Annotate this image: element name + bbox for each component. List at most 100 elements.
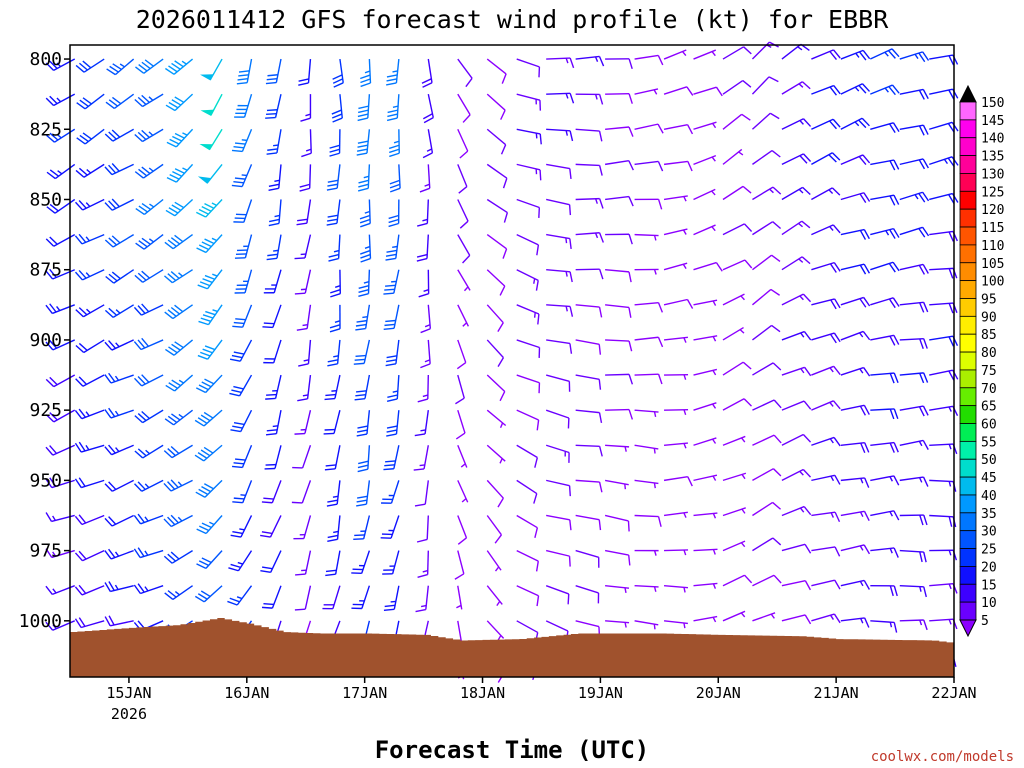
wind-barb xyxy=(899,476,929,487)
barb-full xyxy=(503,212,509,223)
wind-barb xyxy=(870,48,900,60)
wind-barb xyxy=(870,122,900,134)
barb-full xyxy=(78,584,87,594)
barb-half xyxy=(711,51,716,57)
terrain-layer xyxy=(70,618,954,677)
barb-half xyxy=(363,175,370,179)
barb-full xyxy=(686,299,694,309)
barb-full xyxy=(325,393,336,397)
wind-barb xyxy=(196,199,223,218)
wind-barb xyxy=(45,409,76,423)
barb-pennant xyxy=(199,144,214,151)
barb-full xyxy=(111,198,120,208)
barb-full xyxy=(893,372,899,384)
barb-half xyxy=(114,410,120,416)
barb-full xyxy=(233,146,244,149)
barb-half xyxy=(144,586,149,592)
barb-staff xyxy=(781,43,802,60)
barb-half xyxy=(889,621,893,628)
barb-staff xyxy=(781,330,805,341)
barb-full xyxy=(197,417,208,424)
barb-full xyxy=(163,450,173,459)
colorbar-swatch xyxy=(959,155,977,174)
barb-full xyxy=(49,412,58,421)
wind-barb xyxy=(231,129,253,153)
wind-barb xyxy=(929,583,958,594)
wind-barb xyxy=(516,409,540,431)
barb-half xyxy=(741,474,746,480)
barb-full xyxy=(386,117,398,122)
barb-full xyxy=(830,299,837,310)
barb-full xyxy=(266,112,277,116)
barb-full xyxy=(296,327,308,331)
wind-barb xyxy=(693,582,718,589)
barb-full xyxy=(834,546,841,557)
barb-full xyxy=(598,94,604,105)
barb-full xyxy=(536,419,540,431)
barb-staff xyxy=(693,86,717,95)
barb-full xyxy=(500,109,506,120)
barb-staff xyxy=(546,92,571,95)
barb-half xyxy=(52,515,56,521)
barb-full xyxy=(568,485,571,497)
wind-barb xyxy=(355,304,371,331)
wind-barb xyxy=(104,581,134,593)
barb-full xyxy=(539,169,542,181)
barb-full xyxy=(232,325,243,328)
barb-half xyxy=(854,121,860,127)
colorbar-label: 130 xyxy=(981,167,1004,182)
barb-full xyxy=(889,160,896,171)
wind-barb xyxy=(324,445,341,471)
barb-full xyxy=(238,74,249,77)
barb-half xyxy=(241,139,248,142)
barb-full xyxy=(332,78,343,84)
wind-barb xyxy=(811,546,841,557)
barb-full xyxy=(75,309,84,318)
barb-full xyxy=(357,187,369,192)
barb-half xyxy=(653,482,656,489)
barb-full xyxy=(137,272,147,281)
barb-full xyxy=(203,411,214,419)
barb-staff xyxy=(575,409,600,414)
wind-barb xyxy=(298,339,312,367)
barb-staff xyxy=(334,374,341,399)
wind-barb xyxy=(486,234,508,259)
barb-full xyxy=(200,351,211,357)
barb-full xyxy=(45,478,53,488)
wind-barb xyxy=(418,269,430,298)
wind-barb xyxy=(381,480,400,504)
wind-barb xyxy=(811,474,841,485)
barb-full xyxy=(201,522,212,529)
wind-barb xyxy=(386,374,400,403)
barb-full xyxy=(331,109,342,115)
wind-barb xyxy=(840,49,871,61)
wind-barb xyxy=(575,128,603,142)
barb-full xyxy=(385,284,396,287)
barb-full xyxy=(78,167,88,176)
barb-staff xyxy=(722,148,743,165)
barb-full xyxy=(357,495,368,499)
barb-half xyxy=(273,249,279,252)
barb-full xyxy=(108,548,116,558)
barb-full xyxy=(357,144,368,148)
barb-full xyxy=(135,207,145,216)
barb-full xyxy=(326,187,338,191)
barb-staff xyxy=(301,480,312,504)
barb-full xyxy=(45,238,55,247)
barb-staff xyxy=(486,269,506,287)
wind-barb xyxy=(233,199,253,223)
barb-full xyxy=(893,585,898,597)
barb-full xyxy=(167,448,176,457)
wind-barb xyxy=(575,232,604,243)
barb-full xyxy=(49,169,59,177)
barb-half xyxy=(420,604,427,608)
barb-full xyxy=(108,372,116,383)
barb-full xyxy=(327,218,338,222)
barb-full xyxy=(948,516,953,527)
barb-full xyxy=(598,412,603,424)
wind-barb xyxy=(104,548,134,560)
barb-half xyxy=(302,323,308,327)
barb-half xyxy=(274,179,280,183)
wind-barb xyxy=(722,574,753,587)
